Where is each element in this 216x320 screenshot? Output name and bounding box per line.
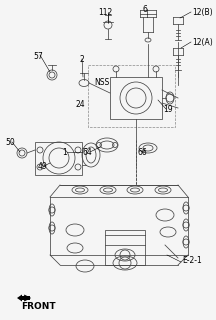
Text: 12(A): 12(A) [192, 38, 213, 47]
Bar [105, 230, 145, 265]
Text: 2: 2 [80, 55, 84, 64]
Text: 112: 112 [98, 8, 112, 17]
Text: 50: 50 [5, 138, 15, 147]
Text: 6: 6 [143, 5, 148, 14]
Text: FRONT: FRONT [21, 302, 55, 311]
Text: NSS: NSS [94, 78, 110, 87]
Text: 24: 24 [75, 100, 85, 109]
FancyArrow shape [17, 294, 30, 301]
Text: 49: 49 [37, 162, 47, 171]
Text: 64: 64 [82, 148, 92, 157]
Bar [88, 65, 175, 127]
Text: 1: 1 [63, 148, 67, 157]
Text: 19: 19 [163, 105, 173, 114]
Text: 12(B): 12(B) [192, 8, 213, 17]
Text: 66: 66 [137, 148, 147, 157]
Bar [110, 77, 162, 119]
Text: E-2-1: E-2-1 [182, 256, 202, 265]
Text: 57: 57 [33, 52, 43, 61]
